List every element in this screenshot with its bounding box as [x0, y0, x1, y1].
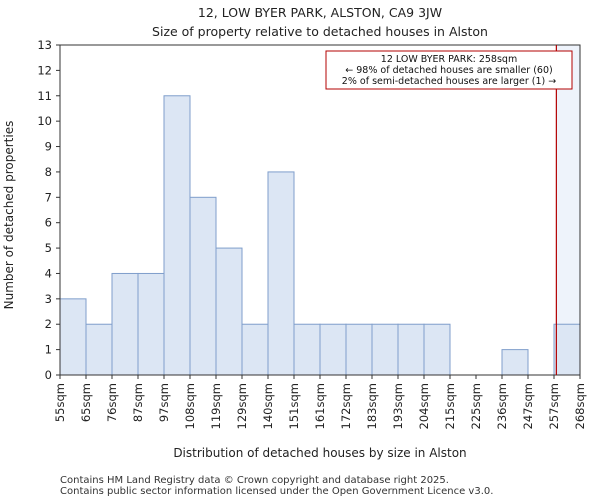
highlight-region-layer	[556, 45, 580, 375]
x-tick-label: 55sqm	[53, 383, 67, 422]
x-tick-label: 268sqm	[573, 383, 587, 429]
y-tick-label: 8	[45, 165, 52, 179]
x-tick-label: 215sqm	[443, 383, 457, 429]
y-tick-label: 5	[45, 241, 52, 255]
x-tick-label: 183sqm	[365, 383, 379, 429]
bar-151sqm	[293, 323, 321, 376]
y-tick-label: 9	[45, 140, 52, 154]
annotation-box: 12 LOW BYER PARK: 258sqm ← 98% of detach…	[325, 50, 573, 90]
bar-257sqm	[553, 323, 581, 376]
x-tick-label: 257sqm	[547, 383, 561, 429]
x-tick-label: 108sqm	[183, 383, 197, 429]
annotation-line3: 2% of semi-detached houses are larger (1…	[342, 76, 556, 87]
x-tick-label: 140sqm	[261, 383, 275, 429]
x-tick-label: 129sqm	[235, 383, 249, 429]
bar-97sqm	[163, 95, 191, 376]
bar-119sqm	[215, 247, 243, 376]
y-tick-label: 7	[45, 190, 52, 204]
x-tick-label: 236sqm	[495, 383, 509, 429]
y-tick-label: 4	[45, 266, 52, 280]
bar-55sqm	[59, 298, 87, 376]
bars-layer	[59, 95, 581, 376]
x-tick-label: 65sqm	[79, 383, 93, 422]
footer-line2: Contains public sector information licen…	[60, 486, 493, 497]
bar-161sqm	[319, 323, 347, 376]
x-tick-label: 247sqm	[521, 383, 535, 429]
bar-129sqm	[241, 323, 269, 376]
bar-108sqm	[189, 196, 217, 376]
x-tick-label: 161sqm	[313, 383, 327, 429]
x-tick-label: 172sqm	[339, 383, 353, 429]
y-tick-label: 10	[37, 114, 52, 128]
x-tick-label: 97sqm	[157, 383, 171, 422]
y-tick-label: 13	[37, 38, 52, 52]
y-tick-label: 3	[45, 292, 52, 306]
x-tick-label: 225sqm	[469, 383, 483, 429]
y-tick-label: 2	[45, 317, 52, 331]
bar-76sqm	[111, 272, 139, 376]
bar-236sqm	[501, 349, 529, 376]
x-tick-label: 76sqm	[105, 383, 119, 422]
x-tick-label: 119sqm	[209, 383, 223, 429]
footer-line1: Contains HM Land Registry data © Crown c…	[60, 475, 449, 486]
x-tick-label: 204sqm	[417, 383, 431, 429]
x-axis-label: Distribution of detached houses by size …	[173, 446, 466, 460]
y-tick-label: 1	[45, 343, 52, 357]
y-axis-label: Number of detached properties	[2, 121, 16, 310]
x-tick-label: 87sqm	[131, 383, 145, 422]
bar-140sqm	[267, 171, 295, 376]
x-ticks-layer: 55sqm 65sqm 76sqm 87sqm 97sqm 108sqm 119sqm 129…	[53, 375, 587, 429]
chart-title-line1: 12, LOW BYER PARK, ALSTON, CA9 3JW	[198, 5, 442, 20]
annotation-line2: ← 98% of detached houses are smaller (60…	[345, 65, 552, 76]
annotation-frame	[325, 50, 573, 90]
chart-title-line2: Size of property relative to detached ho…	[152, 24, 488, 39]
bar-65sqm	[85, 323, 113, 376]
bar-87sqm	[137, 272, 165, 376]
y-tick-label: 11	[37, 89, 52, 103]
y-tick-label: 0	[45, 368, 52, 382]
bar-204sqm	[423, 323, 451, 376]
y-tick-label: 6	[45, 216, 52, 230]
bar-193sqm	[397, 323, 425, 376]
property-bin-highlight	[556, 45, 580, 375]
bar-172sqm	[345, 323, 373, 376]
x-tick-label: 151sqm	[287, 383, 301, 429]
bar-183sqm	[371, 323, 399, 376]
y-tick-label: 12	[37, 63, 52, 77]
x-tick-label: 193sqm	[391, 383, 405, 429]
annotation-line1: 12 LOW BYER PARK: 258sqm	[381, 54, 517, 65]
